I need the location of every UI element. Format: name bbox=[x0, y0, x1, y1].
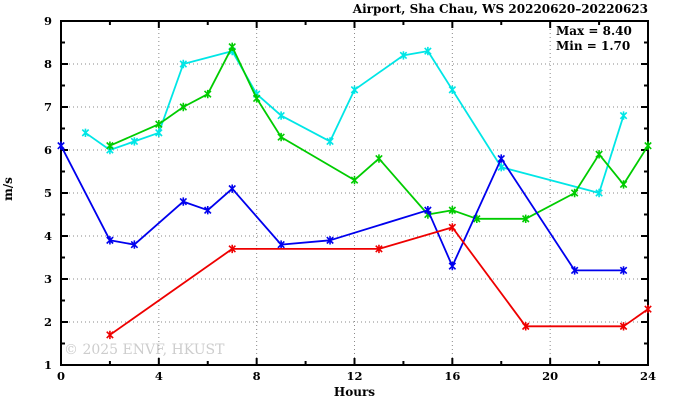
line-red-point bbox=[375, 244, 383, 254]
line-green-point bbox=[570, 188, 579, 198]
line-cyan-point bbox=[326, 137, 334, 146]
line-green-point bbox=[228, 42, 236, 51]
line-blue bbox=[60, 145, 624, 272]
line-cyan-point bbox=[399, 51, 408, 60]
line-cyan-point bbox=[155, 128, 163, 137]
y-tick-label: 8 bbox=[44, 57, 52, 71]
line-cyan-point bbox=[277, 111, 285, 120]
line-blue-point bbox=[448, 261, 457, 271]
watermark: © 2025 ENVF, HKUST bbox=[64, 342, 225, 358]
line-green-point bbox=[644, 141, 652, 150]
x-tick-label: 0 bbox=[57, 369, 65, 383]
line-green-point bbox=[375, 154, 383, 163]
x-tick-label: 20 bbox=[542, 369, 558, 383]
line-red-point bbox=[106, 330, 114, 340]
line-green-point bbox=[179, 102, 188, 112]
line-green-point bbox=[106, 141, 114, 150]
line-blue-point bbox=[619, 266, 628, 275]
y-tick-label: 3 bbox=[44, 272, 52, 286]
line-green-point bbox=[350, 175, 359, 185]
x-tick-label: 4 bbox=[155, 369, 163, 383]
line-green-point bbox=[277, 132, 285, 142]
line-cyan-point bbox=[130, 137, 139, 146]
line-green-point bbox=[521, 214, 530, 223]
line-green-point bbox=[619, 180, 628, 189]
line-cyan-point bbox=[595, 188, 603, 198]
line-blue-point bbox=[179, 197, 188, 206]
line-blue-point bbox=[570, 266, 579, 275]
line-red-point bbox=[448, 223, 457, 232]
line-green-point bbox=[203, 89, 212, 99]
x-axis-label: Hours bbox=[333, 385, 376, 399]
line-cyan-point bbox=[350, 85, 359, 94]
line-blue-point bbox=[326, 236, 334, 245]
y-tick-label: 6 bbox=[44, 143, 52, 157]
line-blue-point bbox=[106, 236, 114, 245]
line-blue-point bbox=[497, 154, 506, 163]
line-green-point bbox=[448, 206, 457, 215]
line-blue-point bbox=[228, 184, 236, 193]
y-tick-label: 4 bbox=[44, 229, 52, 243]
y-axis-label: m/s bbox=[1, 177, 15, 201]
line-cyan-point bbox=[81, 128, 90, 137]
line-blue-point bbox=[57, 141, 65, 150]
line-red-point bbox=[619, 322, 628, 331]
line-red-point bbox=[521, 322, 530, 331]
line-green-point bbox=[252, 94, 261, 103]
chart-title: Airport, Sha Chau, WS 20220620–20220623 bbox=[352, 2, 648, 16]
line-green-point bbox=[595, 150, 603, 159]
x-tick-label: 16 bbox=[444, 369, 460, 383]
maxmin-annotation: Max = 8.40 Min = 1.70 bbox=[556, 24, 632, 54]
y-tick-label: 7 bbox=[44, 100, 52, 114]
min-annotation: Min = 1.70 bbox=[556, 39, 631, 53]
y-tick-label: 5 bbox=[44, 186, 52, 200]
y-tick-label: 1 bbox=[44, 358, 52, 372]
line-cyan-point bbox=[424, 46, 432, 56]
x-tick-label: 8 bbox=[253, 369, 261, 383]
x-tick-label: 12 bbox=[346, 369, 362, 383]
line-cyan-point bbox=[619, 111, 628, 120]
line-cyan bbox=[84, 50, 625, 194]
line-red-point bbox=[228, 244, 236, 254]
line-green-point bbox=[155, 120, 163, 129]
line-cyan-point bbox=[448, 85, 457, 94]
line-blue-point bbox=[424, 206, 432, 215]
line-cyan-point bbox=[179, 59, 188, 69]
line-red-point bbox=[644, 304, 652, 314]
max-annotation: Max = 8.40 bbox=[556, 24, 632, 38]
line-blue-point bbox=[130, 240, 139, 249]
line-red bbox=[109, 226, 649, 336]
line-blue-point bbox=[203, 206, 212, 215]
y-tick-label: 9 bbox=[44, 14, 52, 28]
y-tick-label: 2 bbox=[44, 315, 52, 329]
line-blue-point bbox=[277, 240, 285, 249]
x-tick-label: 24 bbox=[640, 369, 656, 383]
